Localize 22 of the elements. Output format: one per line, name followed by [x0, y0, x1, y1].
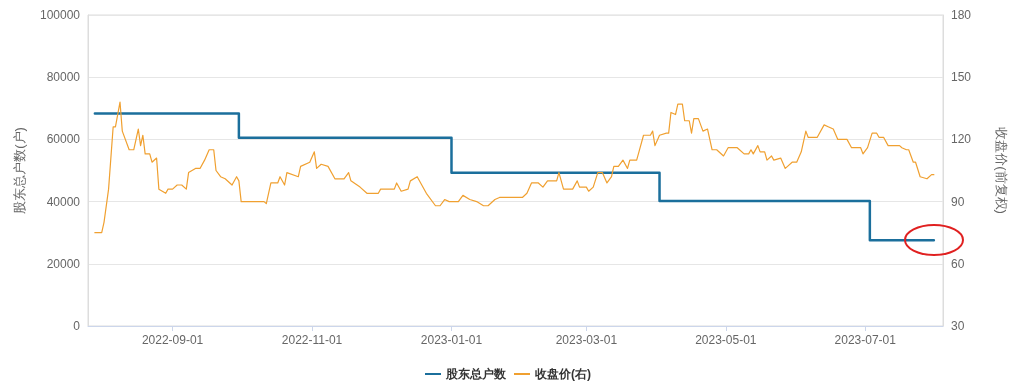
legend-label: 收盘价(右) [535, 367, 591, 381]
y2-tick-label: 150 [951, 70, 972, 85]
y-axis-title: 股东总户数(户) [12, 127, 27, 214]
y2-tick-label: 120 [951, 132, 972, 147]
y2-tick-label: 30 [951, 319, 965, 333]
y2-tick-label: 180 [951, 8, 972, 22]
x-tick-label: 2023-03-01 [555, 333, 618, 347]
x-tick-label: 2023-05-01 [695, 333, 757, 347]
y-tick-label: 60000 [46, 132, 81, 147]
legend-label: 股东总户数 [445, 367, 507, 381]
x-tick-label: 2022-11-01 [281, 333, 343, 347]
y2-tick-label: 90 [951, 194, 965, 209]
x-tick-label: 2023-01-01 [420, 333, 483, 347]
y-tick-label: 20000 [46, 256, 81, 271]
x-tick-label: 2022-09-01 [141, 333, 204, 347]
y-tick-label: 40000 [46, 194, 81, 209]
y-tick-label: 80000 [46, 70, 81, 85]
y2-tick-label: 60 [951, 256, 965, 271]
y-tick-label: 100000 [39, 8, 81, 22]
y-tick-label: 0 [73, 319, 81, 333]
x-tick-label: 2023-07-01 [834, 333, 897, 347]
y2-axis-title: 收盘价(前复权) [994, 127, 1009, 214]
